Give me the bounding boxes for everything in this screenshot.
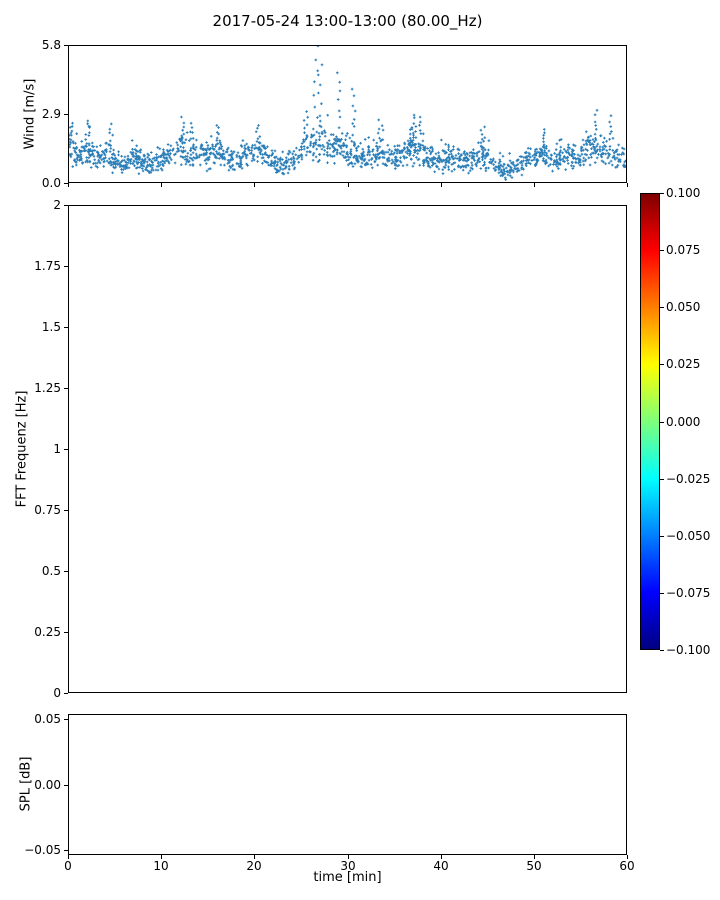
tick-label: 1.5 xyxy=(41,320,61,334)
tick-mark xyxy=(660,193,664,194)
tick-mark xyxy=(64,205,68,206)
x-axis-label: time [min] xyxy=(313,870,382,885)
tick-mark xyxy=(161,855,162,859)
wind-scatter-plot xyxy=(68,45,627,183)
tick-mark xyxy=(64,693,68,694)
tick-mark xyxy=(627,855,628,859)
tick-label: 10 xyxy=(153,859,169,873)
tick-mark xyxy=(660,250,664,251)
tick-mark xyxy=(64,785,68,786)
tick-label: 0 xyxy=(53,686,61,700)
tick-label: 0.00 xyxy=(34,778,61,792)
tick-mark xyxy=(64,571,68,572)
tick-mark xyxy=(660,479,664,480)
tick-label: −0.100 xyxy=(666,643,711,657)
tick-label: 0.0 xyxy=(41,176,61,190)
tick-label: 0.05 xyxy=(34,712,61,726)
tick-mark xyxy=(660,422,664,423)
tick-label: 1.75 xyxy=(34,259,61,273)
tick-mark xyxy=(534,855,535,859)
tick-mark xyxy=(441,183,442,187)
tick-mark xyxy=(627,183,628,187)
tick-label: 1.25 xyxy=(34,381,61,395)
tick-mark xyxy=(348,855,349,859)
wind-scatter-points xyxy=(69,46,626,181)
tick-mark xyxy=(254,855,255,859)
tick-mark xyxy=(660,364,664,365)
tick-mark xyxy=(660,650,664,651)
tick-mark xyxy=(64,327,68,328)
spl-plot xyxy=(68,714,627,855)
tick-mark xyxy=(64,266,68,267)
tick-mark xyxy=(348,183,349,187)
tick-mark xyxy=(64,850,68,851)
tick-label: 40 xyxy=(433,859,449,873)
tick-mark xyxy=(441,855,442,859)
tick-label: 1 xyxy=(53,442,61,456)
tick-label: 2 xyxy=(53,198,61,212)
tick-label: −0.025 xyxy=(666,472,711,486)
tick-mark xyxy=(64,632,68,633)
tick-label: 0 xyxy=(64,859,72,873)
tick-mark xyxy=(161,183,162,187)
tick-mark xyxy=(254,183,255,187)
tick-label: 5.8 xyxy=(41,38,61,52)
colorbar-gradient xyxy=(640,193,660,650)
tick-label: 0.000 xyxy=(666,415,701,429)
figure-title: 2017-05-24 13:00-13:00 (80.00_Hz) xyxy=(212,12,483,30)
tick-label: 0.75 xyxy=(34,503,61,517)
spectrogram-heatmap xyxy=(68,205,627,693)
tick-mark xyxy=(68,855,69,859)
tick-label: 60 xyxy=(619,859,635,873)
wind-scatter-path xyxy=(69,46,626,181)
tick-mark xyxy=(64,183,68,184)
tick-label: 30 xyxy=(340,859,356,873)
tick-mark xyxy=(64,388,68,389)
tick-label: 0.100 xyxy=(666,186,701,200)
tick-label: 0.050 xyxy=(666,300,701,314)
tick-mark xyxy=(534,183,535,187)
tick-label: 20 xyxy=(246,859,262,873)
tick-mark xyxy=(660,307,664,308)
tick-mark xyxy=(660,536,664,537)
tick-label: −0.050 xyxy=(666,529,711,543)
tick-mark xyxy=(64,45,68,46)
tick-label: 2.9 xyxy=(41,107,61,121)
tick-mark xyxy=(64,449,68,450)
tick-mark xyxy=(64,114,68,115)
tick-mark xyxy=(64,510,68,511)
tick-label: −0.075 xyxy=(666,586,711,600)
tick-label: 0.025 xyxy=(666,357,701,371)
tick-label: 0.5 xyxy=(41,564,61,578)
tick-label: 50 xyxy=(526,859,542,873)
tick-label: −0.05 xyxy=(24,843,61,857)
tick-label: 0.25 xyxy=(34,625,61,639)
tick-label: 0.075 xyxy=(666,243,701,257)
tick-mark xyxy=(64,719,68,720)
tick-mark xyxy=(660,593,664,594)
tick-mark xyxy=(68,183,69,187)
